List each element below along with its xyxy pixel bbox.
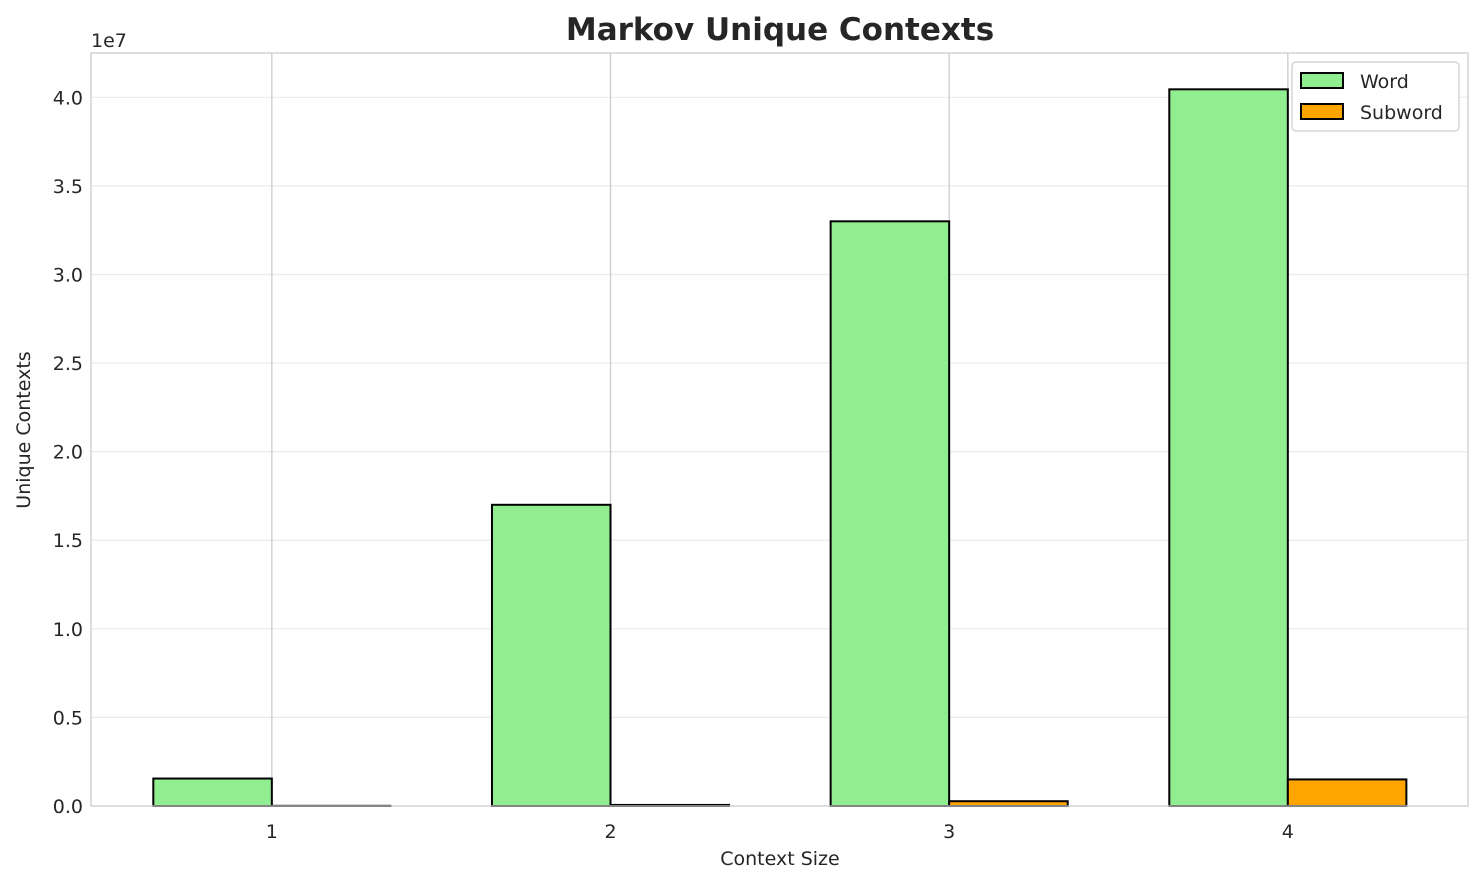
legend-swatch-word — [1301, 73, 1343, 88]
y-offset-label: 1e7 — [91, 30, 127, 52]
y-tick-label: 3.0 — [53, 264, 83, 286]
chart-title: Markov Unique Contexts — [566, 12, 994, 48]
x-axis-label: Context Size — [720, 848, 839, 870]
legend-label-subword: Subword — [1360, 102, 1443, 124]
legend: Word Subword — [1292, 62, 1459, 131]
y-tick-label: 0.0 — [53, 796, 83, 818]
y-tick-label: 2.0 — [53, 442, 83, 464]
bar-subword-4 — [1288, 779, 1407, 806]
bar-subword-3 — [949, 801, 1068, 806]
x-tick-label: 4 — [1282, 821, 1294, 843]
y-tick-label: 1.5 — [53, 530, 83, 552]
x-tick-label: 3 — [943, 821, 955, 843]
y-tick-label: 1.0 — [53, 619, 83, 641]
bar-word-4 — [1169, 89, 1288, 806]
x-tick-label: 2 — [604, 821, 616, 843]
y-tick-label: 3.5 — [53, 176, 83, 198]
x-tick-label: 1 — [266, 821, 278, 843]
bar-word-1 — [153, 779, 272, 806]
bar-word-3 — [831, 221, 950, 806]
bar-word-2 — [492, 505, 611, 806]
y-tick-label: 0.5 — [53, 707, 83, 729]
y-tick-label: 4.0 — [53, 87, 83, 109]
y-axis-label: Unique Contexts — [13, 351, 35, 508]
y-tick-label: 2.5 — [53, 353, 83, 375]
legend-swatch-subword — [1301, 104, 1343, 119]
legend-label-word: Word — [1360, 71, 1409, 93]
